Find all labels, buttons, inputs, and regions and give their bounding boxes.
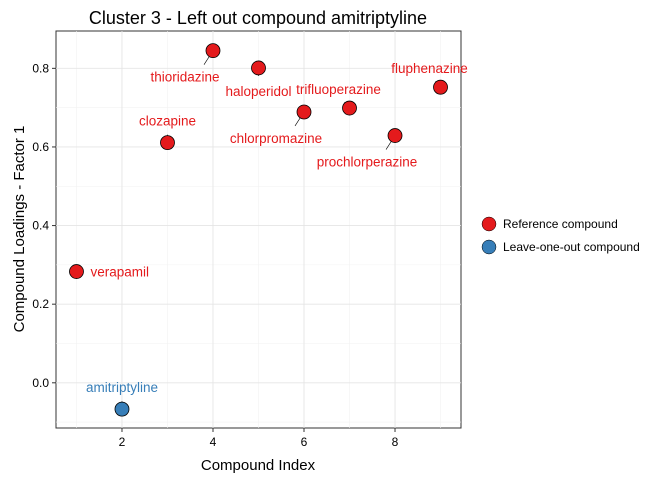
x-tick-label: 2 [119, 435, 126, 449]
point-chlorpromazine [296, 104, 312, 120]
point-label-verapamil: verapamil [90, 265, 149, 280]
point-label-clozapine: clozapine [139, 114, 196, 129]
y-axis-title: Compound Loadings - Factor 1 [11, 126, 28, 333]
legend-label-reference: Reference compound [503, 217, 618, 231]
point-label-haloperidol: haloperidol [225, 84, 291, 99]
data-points [69, 43, 448, 417]
x-axis-ticks: 2 4 6 8 [119, 428, 399, 449]
point-prochlorperazine [387, 128, 403, 143]
y-tick-label: 0.0 [32, 376, 49, 390]
point-verapamil [69, 264, 84, 279]
y-tick-label: 0.4 [32, 219, 49, 233]
point-label-chlorpromazine: chlorpromazine [230, 131, 322, 146]
y-tick-label: 0.2 [32, 297, 49, 311]
point-label-amitriptyline: amitriptyline [86, 380, 158, 395]
point-clozapine [160, 135, 175, 151]
chart-title: Cluster 3 - Left out compound amitriptyl… [89, 8, 427, 28]
point-trifluoperazine [342, 100, 357, 116]
point-haloperidol [251, 60, 266, 76]
plot-panel: verapamil amitriptyline clozapine thioridaz… [55, 30, 468, 429]
point-amitriptyline [114, 401, 130, 417]
legend-item-reference: Reference compound [481, 216, 618, 232]
legend-item-leave-one-out: Leave-one-out compound [481, 239, 640, 255]
legend-key-reference [481, 216, 497, 232]
x-tick-label: 8 [392, 435, 399, 449]
point-thioridazine [205, 43, 221, 59]
legend-label-leave-one-out: Leave-one-out compound [503, 240, 640, 254]
point-labels: verapamil amitriptyline clozapine thioridaz… [86, 61, 468, 395]
point-label-prochlorperazine: prochlorperazine [317, 155, 418, 170]
point-label-fluphenazine: fluphenazine [391, 61, 468, 76]
x-tick-label: 6 [301, 435, 308, 449]
x-tick-label: 4 [210, 435, 217, 449]
point-label-trifluoperazine: trifluoperazine [296, 82, 381, 97]
legend: Reference compound Leave-one-out compoun… [481, 216, 640, 255]
y-tick-label: 0.6 [32, 140, 49, 154]
y-axis-ticks: 0.0 0.2 0.4 0.6 0.8 [32, 61, 56, 390]
legend-key-leave-one-out [481, 239, 497, 255]
point-label-thioridazine: thioridazine [150, 70, 219, 85]
point-fluphenazine [433, 79, 448, 95]
y-tick-label: 0.8 [32, 61, 49, 75]
x-axis-title: Compound Index [201, 457, 316, 474]
